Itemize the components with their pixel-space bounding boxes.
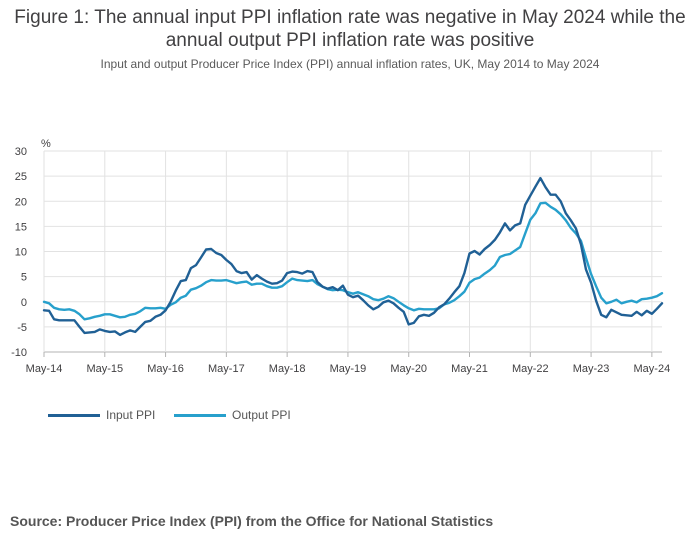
y-tick-label: 10 [15,247,27,259]
y-tick-label: 0 [21,297,27,309]
x-tick-label: May-16 [147,363,184,375]
y-tick-label: -10 [11,347,27,359]
y-tick-label: -5 [17,322,27,334]
chart-subtitle: Input and output Producer Price Index (P… [100,57,600,71]
x-tick-label: May-23 [573,363,610,375]
legend-swatch-output [174,414,226,418]
grid-lines [43,150,662,353]
source-note: Source: Producer Price Index (PPI) from … [10,513,494,529]
y-tick-label: 15 [15,221,27,233]
legend-item-output: Output PPI [174,408,291,422]
x-tick-label: May-24 [634,363,671,375]
x-tick-label: May-20 [390,363,427,375]
y-tick-label: 5 [21,272,27,284]
x-tick-label: May-22 [512,363,549,375]
x-tick-label: May-21 [451,363,488,375]
y-tick-label: 25 [15,171,27,183]
legend-label-output: Output PPI [232,408,291,422]
y-tick-label: 20 [15,196,27,208]
x-tick-label: May-19 [330,363,367,375]
series-lines [42,176,664,337]
x-axis-ticks: May-14 May-15 May-16 May-17 May-18 May-19 May-… [26,352,671,375]
x-tick-label: May-17 [208,363,245,375]
legend-swatch-input [48,414,100,418]
legend-item-input: Input PPI [48,408,155,422]
y-axis-label: % [41,138,51,150]
legend-label-input: Input PPI [106,408,156,422]
y-axis-ticks: 30 25 20 15 10 5 0 -5 -10 [11,146,27,359]
y-tick-label: 30 [15,146,27,158]
series-line-output [42,201,664,321]
x-tick-label: May-18 [269,363,306,375]
x-tick-label: May-14 [26,363,63,375]
x-tick-label: May-15 [86,363,123,375]
chart-title: Figure 1: The annual input PPI inflation… [14,7,686,51]
series-line-input [42,176,664,337]
